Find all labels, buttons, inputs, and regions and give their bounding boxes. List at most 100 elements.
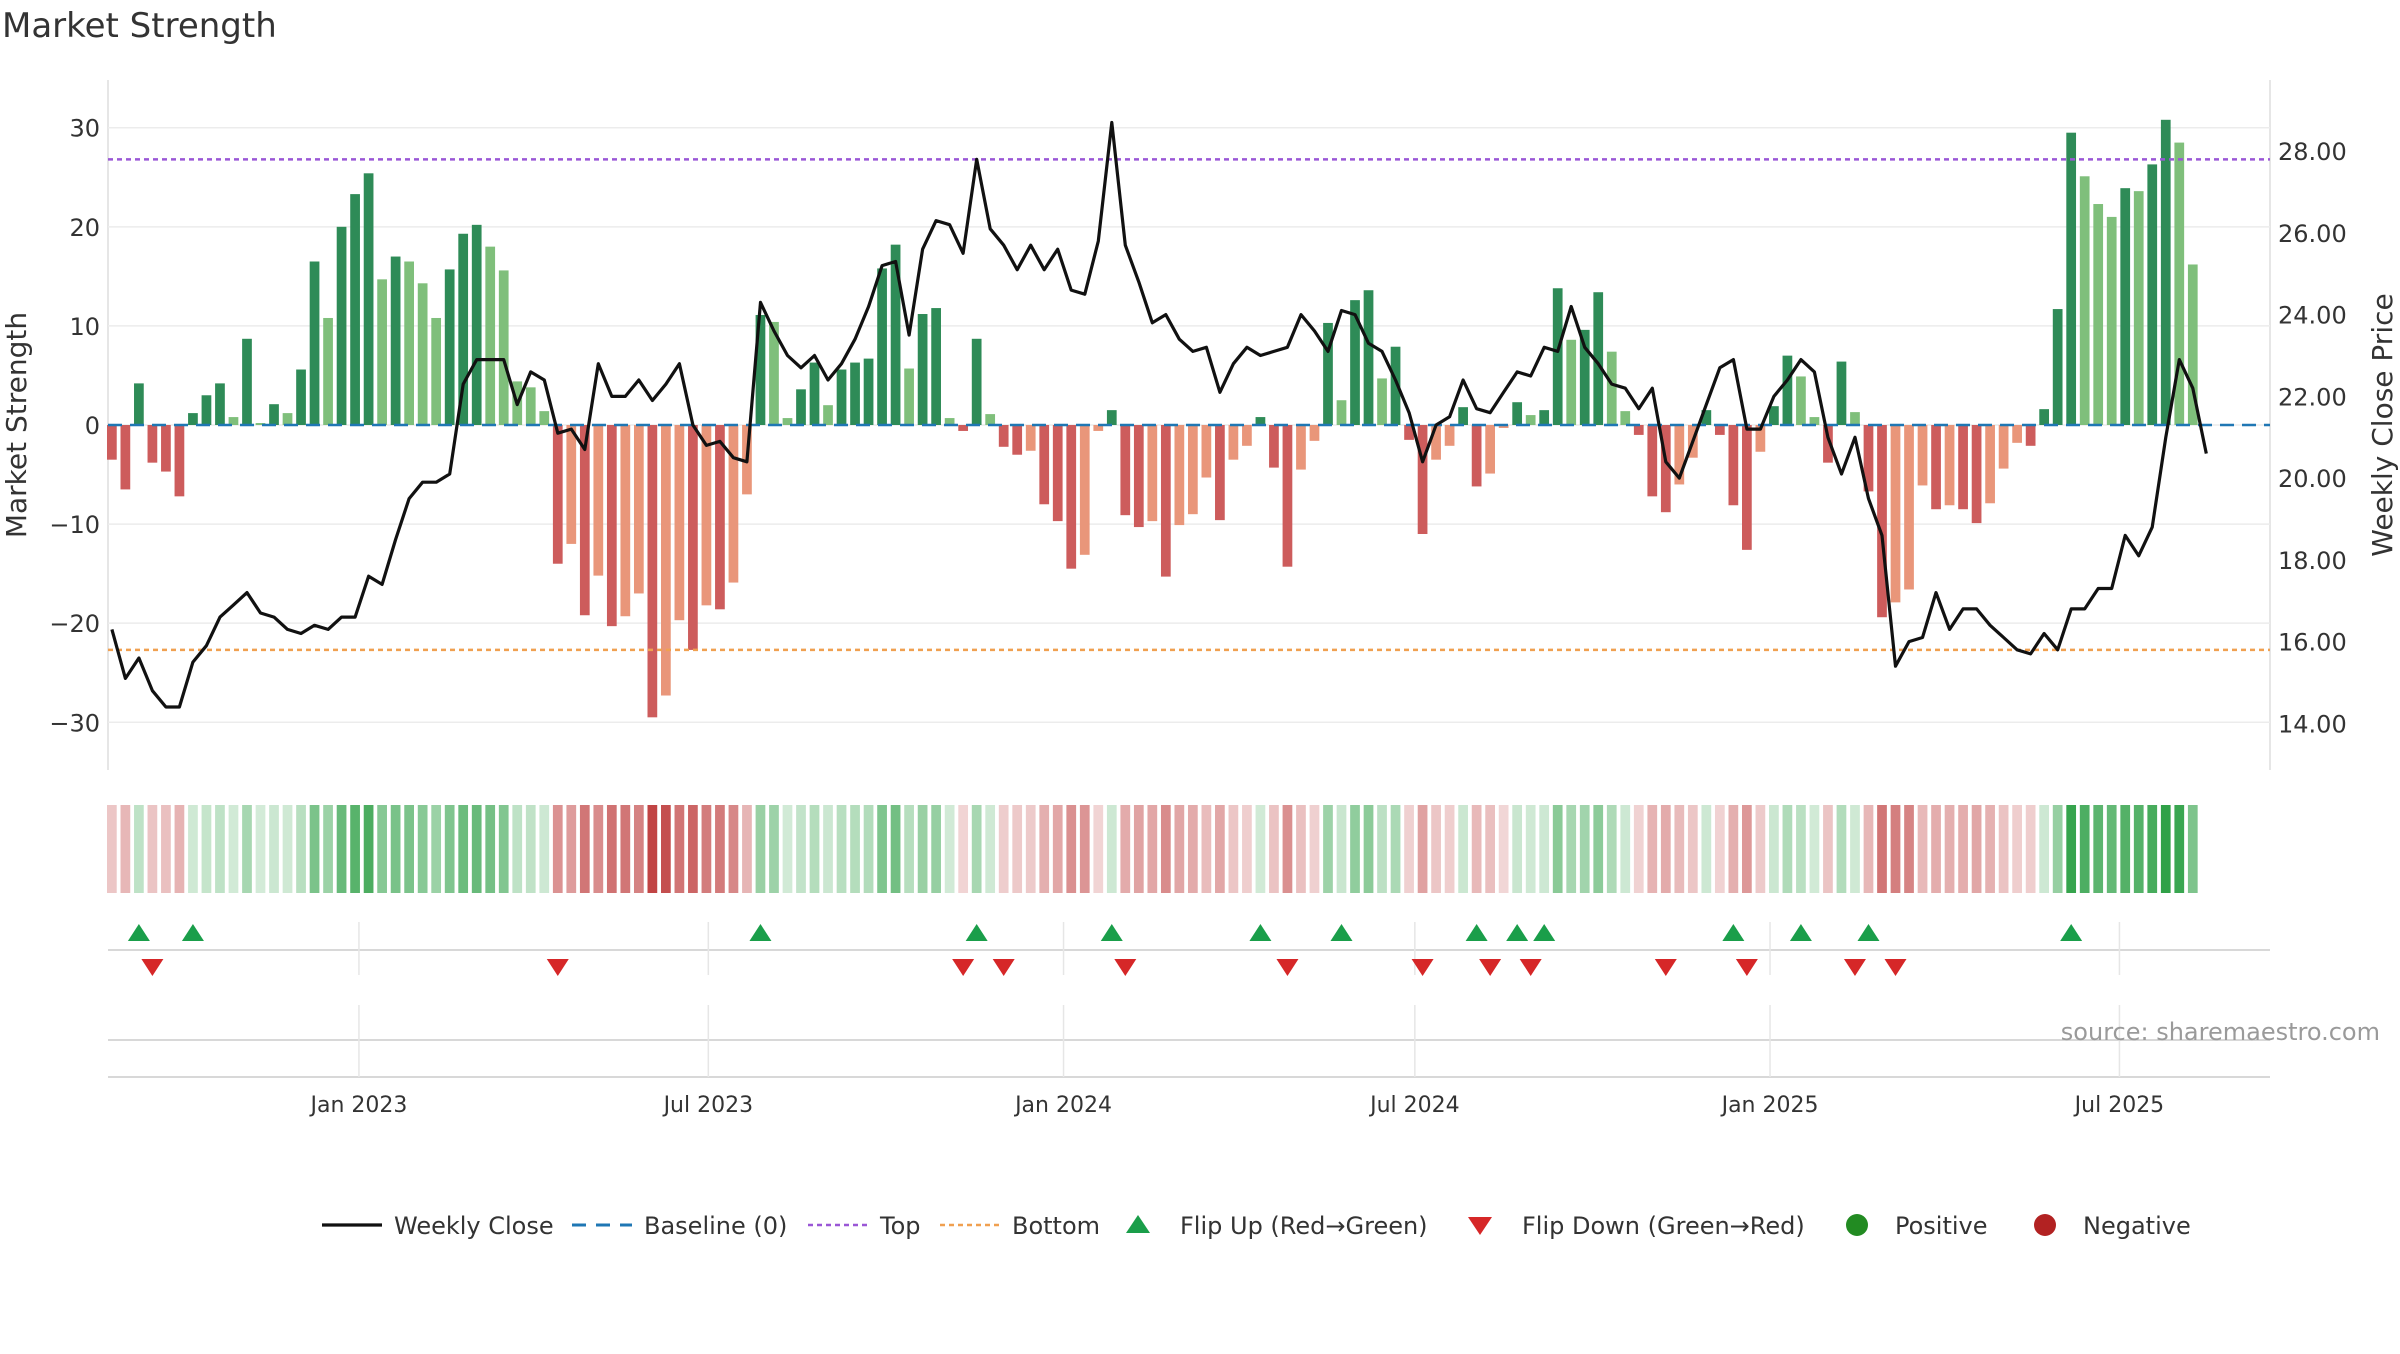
strength-heat-cell xyxy=(1579,805,1590,893)
strength-heat-cell xyxy=(1823,805,1833,893)
strength-bar xyxy=(1025,425,1036,451)
flip-up-marker xyxy=(749,924,772,941)
strength-heat-cell xyxy=(1296,805,1306,893)
strength-bar xyxy=(1552,288,1563,425)
strength-heat-cell xyxy=(1390,805,1401,893)
page-title: Market Strength xyxy=(2,6,277,46)
strength-heat-cell xyxy=(1052,805,1063,893)
strength-bar xyxy=(1498,425,1509,428)
strength-bar xyxy=(309,261,320,425)
strength-bar xyxy=(1796,376,1806,425)
strength-heat-cell xyxy=(431,805,442,893)
strength-bar xyxy=(1296,425,1306,470)
strength-bar xyxy=(296,369,306,425)
strength-bar xyxy=(2133,191,2144,425)
strength-heat-cell xyxy=(2052,805,2063,893)
y2-tick-label: 28.00 xyxy=(2278,138,2347,166)
flip-down-marker xyxy=(1479,959,1502,976)
strength-bar xyxy=(809,362,820,425)
strength-heat-cell xyxy=(2147,805,2158,893)
strength-bar xyxy=(1579,329,1590,425)
strength-bar xyxy=(120,425,131,490)
strength-heat-cell xyxy=(1269,805,1279,893)
flip-up-marker xyxy=(1100,924,1123,941)
strength-bar xyxy=(1255,417,1266,425)
strength-heat-cell xyxy=(1796,805,1806,893)
strength-bar xyxy=(552,425,563,564)
strength-bar xyxy=(566,425,577,544)
strength-bar xyxy=(1512,402,1523,425)
strength-bar xyxy=(106,425,117,460)
strength-heat-cell xyxy=(1120,805,1131,893)
strength-heat-cell xyxy=(1350,805,1360,893)
strength-heat-cell xyxy=(1755,805,1766,893)
strength-bar xyxy=(863,358,874,425)
flip-down-marker xyxy=(1519,959,1542,976)
legend-label-top: Top xyxy=(879,1212,921,1240)
strength-bar xyxy=(1728,425,1739,506)
strength-heat-cell xyxy=(796,805,806,893)
flip-down-marker xyxy=(1276,959,1299,976)
strength-heat-cell xyxy=(1309,805,1320,893)
strength-bar xyxy=(2039,409,2050,425)
strength-bar xyxy=(431,317,442,425)
flip-up-marker xyxy=(1857,924,1880,941)
strength-heat-cell xyxy=(161,805,171,893)
strength-bar xyxy=(1674,425,1685,485)
strength-heat-cell xyxy=(309,805,320,893)
strength-heat-cell xyxy=(1714,805,1725,893)
strength-heat-cell xyxy=(282,805,293,893)
strength-bar xyxy=(377,279,387,425)
strength-bar xyxy=(2120,188,2131,425)
strength-heat-cell xyxy=(134,805,144,893)
strength-heat-cell xyxy=(1404,805,1414,893)
strength-heat-cell xyxy=(890,805,901,893)
strength-heat-cell xyxy=(931,805,941,893)
strength-heat-cell xyxy=(242,805,252,893)
strength-bar xyxy=(485,246,496,425)
strength-bar xyxy=(647,425,658,718)
x-tick-label: Jul 2025 xyxy=(2073,1093,2165,1118)
strength-bar xyxy=(1458,407,1468,425)
strength-heat-cell xyxy=(944,805,955,893)
strength-bar xyxy=(1769,406,1779,425)
strength-bar xyxy=(1174,425,1185,526)
strength-heat-cell xyxy=(1444,805,1455,893)
strength-heat-cell xyxy=(1809,805,1820,893)
strength-bar xyxy=(161,425,171,472)
strength-heat-cell xyxy=(863,805,874,893)
strength-bar xyxy=(336,226,347,425)
strength-bar xyxy=(471,224,482,425)
strength-bar xyxy=(1093,425,1104,431)
strength-bar xyxy=(363,173,374,425)
strength-heat-cell xyxy=(742,805,752,893)
strength-bar xyxy=(1350,300,1360,425)
y-tick-label: −30 xyxy=(49,709,100,737)
legend-swatch-flip-down xyxy=(1468,1217,1492,1235)
strength-bar xyxy=(579,425,590,616)
strength-heat-cell xyxy=(606,805,617,893)
flip-down-marker xyxy=(1654,959,1677,976)
strength-heat-cell xyxy=(755,805,766,893)
legend-swatch-negative xyxy=(2034,1214,2056,1236)
strength-bar xyxy=(1390,346,1401,425)
strength-bar xyxy=(1160,425,1171,577)
strength-bar xyxy=(2147,164,2158,425)
strength-heat-cell xyxy=(836,805,847,893)
strength-bar xyxy=(1120,425,1131,516)
strength-heat-cell xyxy=(647,805,658,893)
strength-bar xyxy=(404,261,415,425)
strength-heat-cell xyxy=(782,805,793,893)
flip-up-marker xyxy=(1249,924,1272,941)
strength-bar xyxy=(1417,425,1428,534)
strength-bar xyxy=(1336,400,1347,425)
strength-bar xyxy=(944,418,955,425)
strength-bar xyxy=(1998,425,2009,469)
strength-heat-cell xyxy=(1417,805,1428,893)
strength-heat-cell xyxy=(1728,805,1739,893)
strength-bar xyxy=(701,425,712,606)
strength-heat-cell xyxy=(390,805,401,893)
flip-up-marker xyxy=(965,924,988,941)
flip-down-marker xyxy=(992,959,1015,976)
strength-bar xyxy=(1755,425,1766,452)
